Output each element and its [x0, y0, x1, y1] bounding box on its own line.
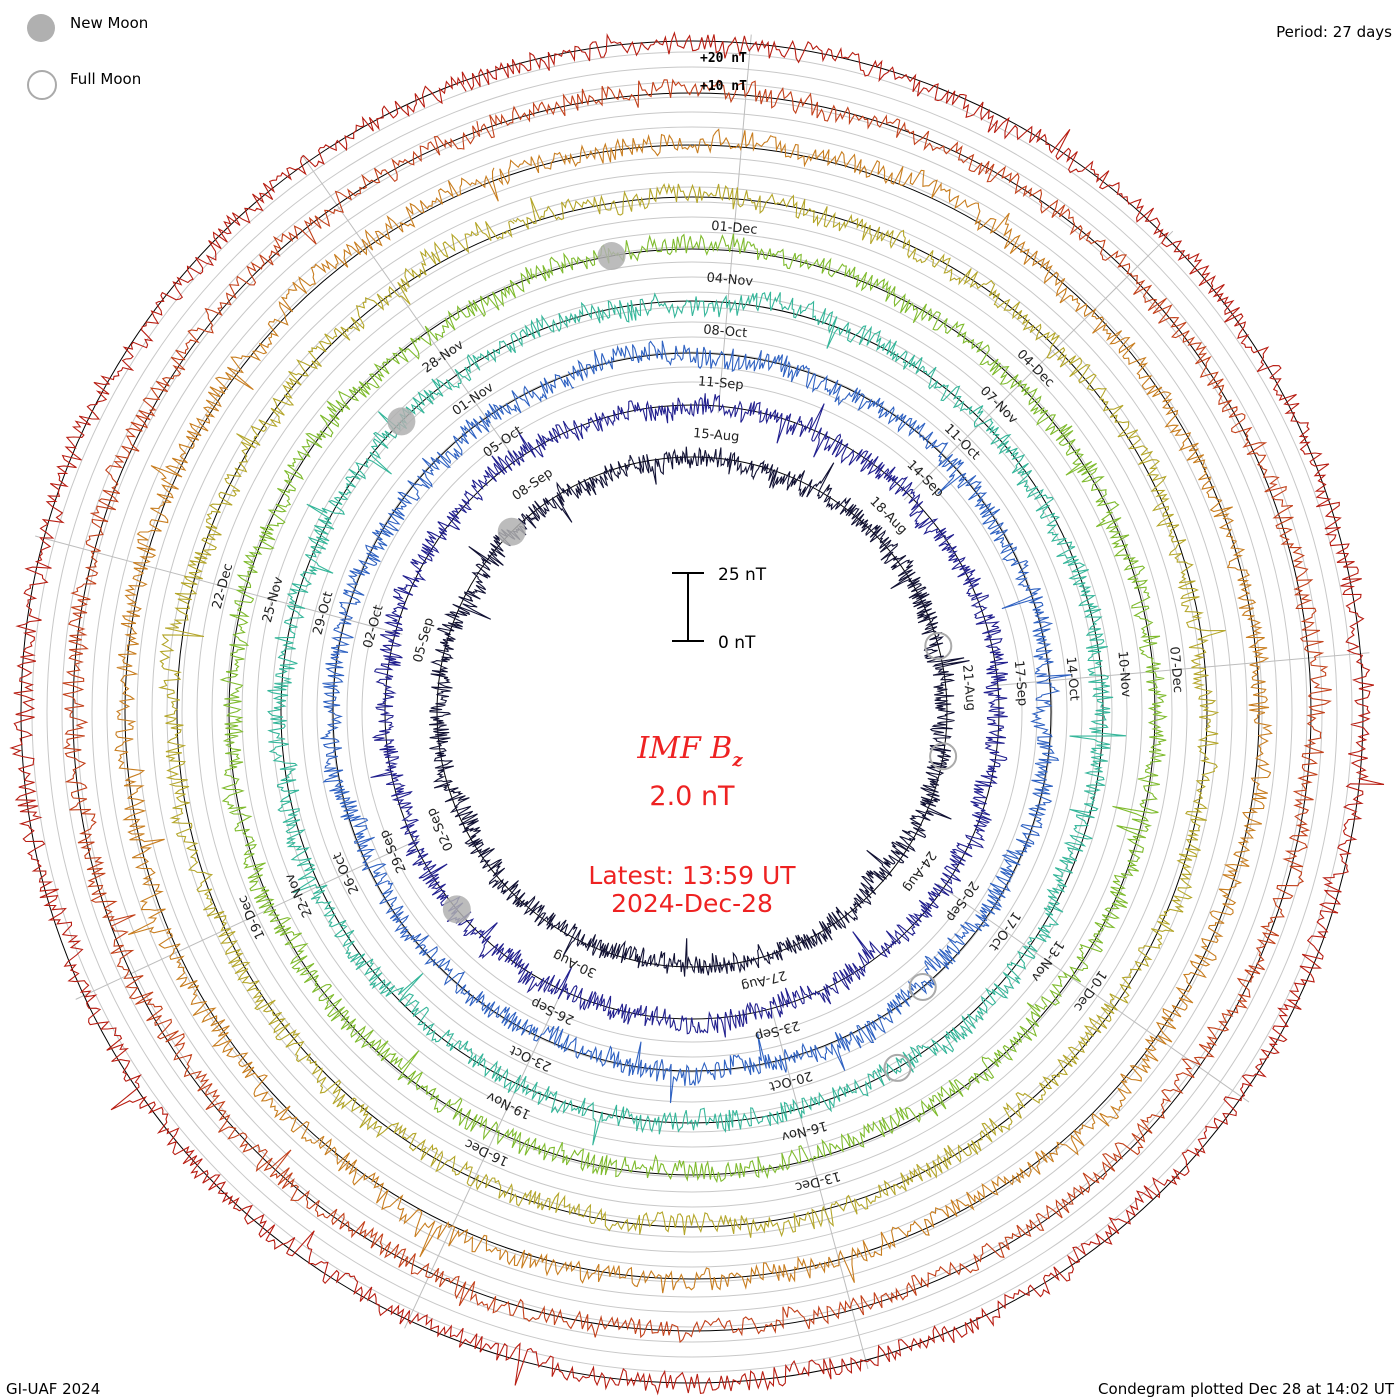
- date-tick-label: 02-Sep: [424, 805, 457, 853]
- date-tick-label: 26-Oct: [330, 850, 362, 896]
- scale-bottom-label: 0 nT: [718, 633, 756, 653]
- grid-ring: [286, 306, 1098, 1118]
- date-tick-label: 17-Sep: [1011, 660, 1030, 707]
- date-tick-label: 21-Aug: [959, 664, 978, 711]
- scale-plus20: +20 nT: [700, 51, 747, 66]
- plotted-label: Condegram plotted Dec 28 at 14:02 UT: [1098, 1380, 1394, 1398]
- grid-ring: [151, 171, 1233, 1253]
- bz-trace-rotation: [62, 78, 1332, 1344]
- new-moon-label: New Moon: [70, 14, 149, 32]
- date-tick-label: 16-Dec: [463, 1135, 511, 1168]
- date-spoke: [404, 983, 566, 1329]
- new-moon-marker: [387, 407, 416, 436]
- date-tick-label: 28-Nov: [420, 337, 467, 376]
- date-spoke: [301, 154, 521, 467]
- date-tick-label: 24-Aug: [900, 848, 939, 895]
- new-moon-marker: [442, 895, 471, 924]
- date-tick-label: 11-Sep: [697, 374, 744, 393]
- bz-trace-rotation: [370, 393, 1009, 1038]
- date-tick-label: 23-Sep: [753, 1017, 801, 1043]
- bz-traces: [9, 31, 1385, 1396]
- grid-ring: [316, 336, 1068, 1088]
- date-tick-label: 17-Oct: [986, 908, 1024, 953]
- grid-ring: [346, 366, 1038, 1058]
- grid-ring: [31, 51, 1353, 1373]
- date-tick-label: 22-Dec: [210, 562, 236, 611]
- date-tick-label: 18-Aug: [866, 494, 909, 537]
- bz-trace-rotation: [114, 128, 1273, 1294]
- new-moon-marker: [497, 517, 526, 546]
- date-spoke: [35, 535, 403, 635]
- grid-ring: [46, 66, 1338, 1358]
- rotation-baseline: [72, 92, 1312, 1332]
- grid-ring: [196, 216, 1188, 1208]
- grid-ring: [271, 291, 1113, 1133]
- scale-bar: 25 nT 0 nT: [672, 565, 767, 653]
- date-spoke: [717, 34, 752, 414]
- grid-ring: [361, 381, 1023, 1043]
- grid-ring: [241, 261, 1143, 1163]
- latest-date: 2024-Dec-28: [611, 889, 773, 918]
- date-tick-label: 19-Nov: [484, 1088, 533, 1121]
- date-tick-label: 04-Nov: [706, 271, 754, 290]
- full-moon-marker: [924, 632, 953, 661]
- latest-time: Latest: 13:59 UT: [588, 861, 796, 890]
- date-tick-label: 07-Dec: [1166, 646, 1185, 694]
- bz-trace-rotation: [320, 340, 1073, 1104]
- credit-label: GI-UAF 2024: [6, 1380, 101, 1398]
- center-value: 2.0 nT: [649, 781, 735, 812]
- full-moon-marker: [929, 742, 958, 771]
- date-tick-label: 27-Aug: [739, 967, 788, 993]
- full-moon-marker: [883, 1053, 912, 1082]
- bz-trace-rotation: [267, 291, 1127, 1146]
- grid-ring: [106, 126, 1278, 1298]
- center-title: IMF Bz: [636, 731, 743, 771]
- date-tick-label: 30-Aug: [551, 947, 599, 980]
- date-tick-label: 22-Nov: [282, 871, 315, 920]
- date-tick-label: 01-Dec: [711, 219, 759, 238]
- date-tick-label: 05-Sep: [411, 616, 437, 664]
- grid-ring: [136, 156, 1248, 1268]
- date-spoke: [75, 838, 421, 1000]
- grid-ring: [76, 96, 1308, 1328]
- center-title-group: IMF Bz 2.0 nT Latest: 13:59 UT 2024-Dec-…: [588, 731, 796, 918]
- date-tick-label: 10-Nov: [1114, 650, 1133, 698]
- bz-trace-rotation: [157, 182, 1226, 1238]
- date-tick-label: 14-Oct: [1063, 656, 1082, 701]
- bz-trace-rotation: [9, 31, 1385, 1396]
- date-tick-label: 23-Oct: [508, 1042, 554, 1074]
- bz-trace-rotation: [429, 446, 970, 977]
- grid-ring: [256, 276, 1128, 1148]
- full-moon-label: Full Moon: [70, 70, 142, 88]
- grid-ring: [301, 321, 1083, 1103]
- date-tick-label: 26-Sep: [529, 994, 577, 1027]
- full-moon-swatch: [27, 70, 57, 100]
- scale-plus10: +10 nT: [700, 79, 747, 94]
- grid-ring: [211, 231, 1173, 1193]
- scale-top-label: 25 nT: [718, 565, 767, 585]
- date-spoke: [903, 230, 1174, 501]
- date-spoke: [990, 652, 1370, 687]
- bz-trace-rotation: [219, 233, 1168, 1184]
- period-label: Period: 27 days: [1276, 23, 1392, 41]
- date-tick-label: 20-Sep: [943, 878, 982, 924]
- date-tick-label: 13-Dec: [793, 1168, 842, 1194]
- date-tick-label: 02-Oct: [361, 603, 387, 649]
- date-spoke: [937, 883, 1250, 1103]
- date-tick-label: 08-Sep: [510, 465, 556, 504]
- rotation-baseline: [176, 196, 1208, 1228]
- grid-rings: [31, 51, 1353, 1373]
- rotation-baseline: [228, 248, 1156, 1176]
- new-moon-swatch: [27, 14, 55, 42]
- new-moon-marker: [597, 242, 626, 271]
- date-tick-label: 15-Aug: [692, 426, 739, 445]
- grid-ring: [91, 111, 1293, 1313]
- date-labels: 15-Aug 18-Aug 21-Aug 24-Aug 27-Aug 30-Aug 02-S…: [210, 219, 1185, 1194]
- rotation-baseline: [332, 352, 1052, 1072]
- date-tick-label: 08-Oct: [703, 323, 748, 342]
- full-moon-marker: [908, 973, 937, 1002]
- rotation-baseline: [20, 40, 1364, 1384]
- moon-markers: [387, 242, 958, 1082]
